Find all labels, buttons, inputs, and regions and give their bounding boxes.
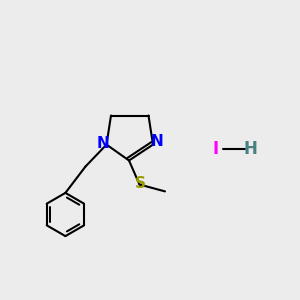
Text: S: S (135, 176, 146, 191)
Text: H: H (244, 140, 257, 158)
Text: N: N (96, 136, 109, 151)
Text: I: I (213, 140, 219, 158)
Text: N: N (151, 134, 163, 149)
